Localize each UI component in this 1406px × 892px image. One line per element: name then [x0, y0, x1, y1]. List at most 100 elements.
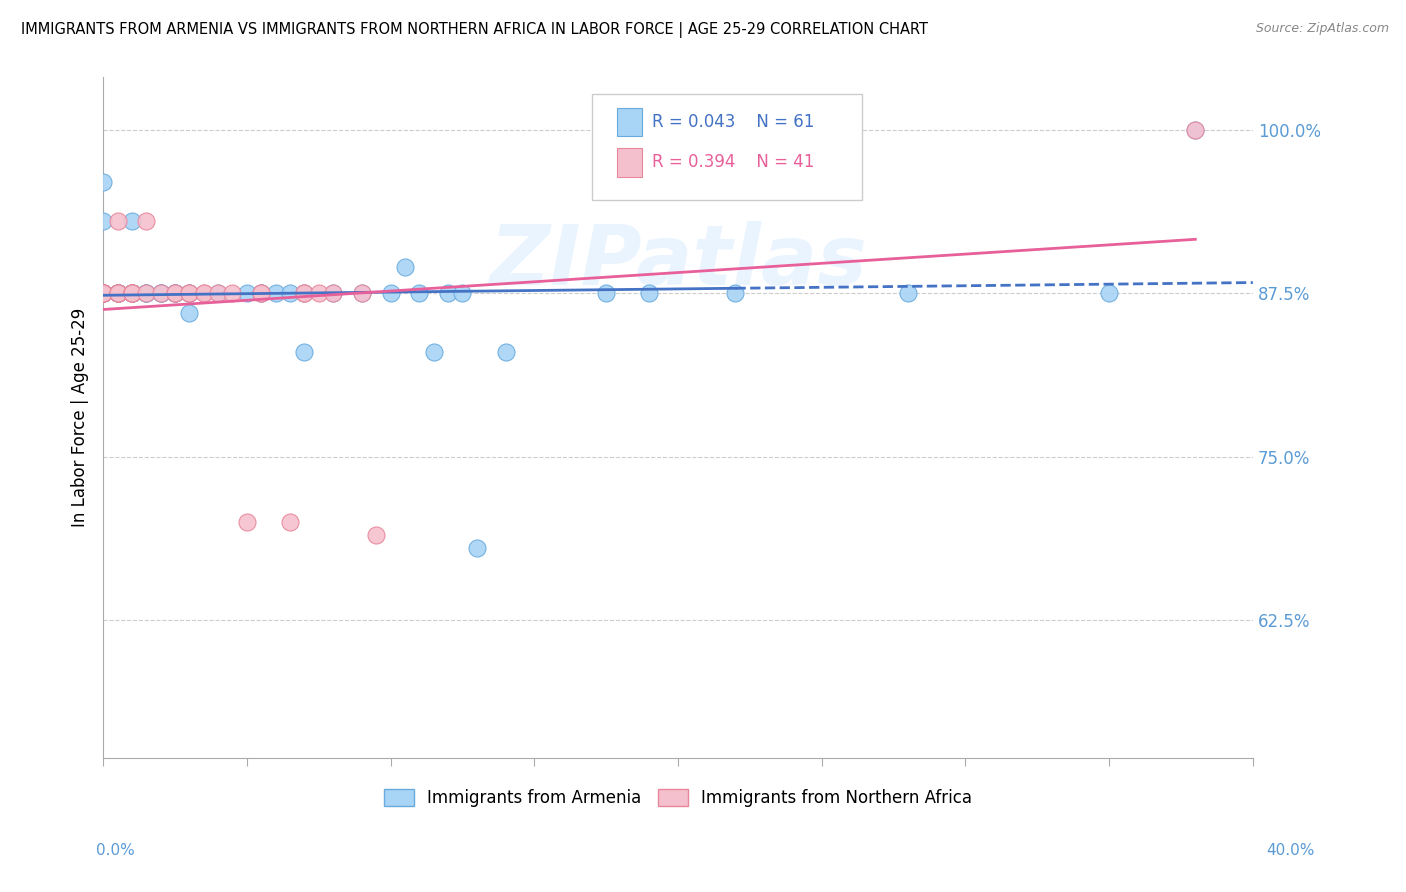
Point [107, 286, 129, 301]
Point [91, 286, 114, 301]
Point [121, 286, 143, 301]
Point [179, 286, 201, 301]
Point [465, 541, 488, 556]
FancyBboxPatch shape [617, 108, 643, 136]
Point [595, 286, 617, 301]
Point [1184, 122, 1206, 136]
Y-axis label: In Labor Force | Age 25-29: In Labor Force | Age 25-29 [72, 308, 89, 527]
Point [91, 286, 114, 301]
Point [163, 286, 186, 301]
Point [250, 286, 273, 301]
Point [107, 286, 129, 301]
Point [149, 286, 172, 301]
Point [179, 306, 201, 320]
Point [292, 286, 315, 301]
Point [91, 286, 114, 301]
Point [437, 286, 460, 301]
Point [495, 345, 517, 359]
FancyBboxPatch shape [617, 148, 643, 177]
Point [1098, 286, 1121, 301]
Point [179, 286, 201, 301]
Point [91, 286, 114, 301]
Point [91, 214, 114, 228]
Point [121, 286, 143, 301]
Point [121, 286, 143, 301]
Text: 0.0%: 0.0% [96, 843, 135, 858]
Point [121, 286, 143, 301]
Point [135, 286, 157, 301]
Point [149, 286, 172, 301]
Point [107, 286, 129, 301]
Point [236, 515, 259, 529]
Point [322, 286, 344, 301]
Point [107, 286, 129, 301]
Text: Source: ZipAtlas.com: Source: ZipAtlas.com [1256, 22, 1389, 36]
Point [897, 286, 920, 301]
Point [121, 286, 143, 301]
Point [107, 286, 129, 301]
Point [107, 286, 129, 301]
Point [121, 214, 143, 228]
Point [91, 286, 114, 301]
Point [250, 286, 273, 301]
Point [91, 286, 114, 301]
Point [121, 286, 143, 301]
Text: IMMIGRANTS FROM ARMENIA VS IMMIGRANTS FROM NORTHERN AFRICA IN LABOR FORCE | AGE : IMMIGRANTS FROM ARMENIA VS IMMIGRANTS FR… [21, 22, 928, 38]
Point [394, 260, 416, 274]
Point [179, 286, 201, 301]
Point [638, 286, 661, 301]
Point [91, 286, 114, 301]
Point [107, 286, 129, 301]
Point [221, 286, 243, 301]
Point [91, 286, 114, 301]
Point [350, 286, 373, 301]
Point [121, 286, 143, 301]
Point [422, 345, 444, 359]
Point [91, 286, 114, 301]
Point [149, 286, 172, 301]
Point [91, 286, 114, 301]
Point [149, 286, 172, 301]
Text: R = 0.394    N = 41: R = 0.394 N = 41 [651, 153, 814, 171]
Point [91, 286, 114, 301]
Point [107, 286, 129, 301]
Point [322, 286, 344, 301]
Point [264, 286, 287, 301]
Point [135, 214, 157, 228]
Text: 40.0%: 40.0% [1267, 843, 1315, 858]
Point [107, 286, 129, 301]
Point [135, 286, 157, 301]
Point [250, 286, 273, 301]
Point [163, 286, 186, 301]
Point [91, 286, 114, 301]
Point [250, 286, 273, 301]
Point [163, 286, 186, 301]
Point [366, 528, 388, 542]
Point [1184, 122, 1206, 136]
Point [207, 286, 229, 301]
Legend: Immigrants from Armenia, Immigrants from Northern Africa: Immigrants from Armenia, Immigrants from… [377, 782, 979, 814]
Point [121, 286, 143, 301]
Point [292, 286, 315, 301]
Point [163, 286, 186, 301]
Point [135, 286, 157, 301]
Point [91, 175, 114, 189]
Point [236, 286, 259, 301]
Point [121, 286, 143, 301]
Point [163, 286, 186, 301]
Point [121, 286, 143, 301]
Point [91, 286, 114, 301]
Point [350, 286, 373, 301]
Point [292, 345, 315, 359]
FancyBboxPatch shape [592, 95, 862, 200]
Point [408, 286, 430, 301]
Point [207, 286, 229, 301]
Point [308, 286, 330, 301]
Point [380, 286, 402, 301]
Point [135, 286, 157, 301]
Point [179, 286, 201, 301]
Point [292, 286, 315, 301]
Point [107, 286, 129, 301]
Point [121, 286, 143, 301]
Point [724, 286, 747, 301]
